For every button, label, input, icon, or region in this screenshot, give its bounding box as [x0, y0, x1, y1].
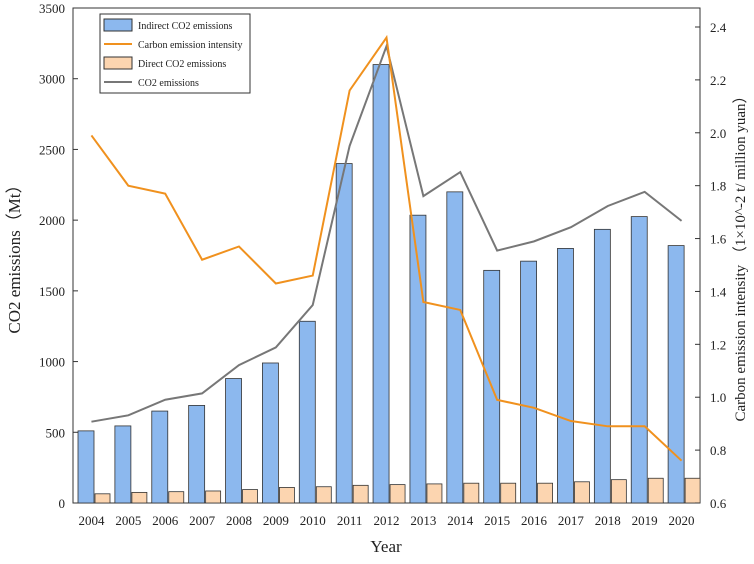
x-tick-label: 2004	[78, 513, 105, 528]
legend: Indirect CO2 emissions Carbon emission i…	[99, 13, 251, 94]
y-axis-title: CO2 emissions（Mt）	[5, 176, 24, 333]
y-right-tick-label: 0.8	[710, 443, 726, 458]
x-tick-label: 2011	[337, 513, 363, 528]
y-tick-label: 2000	[39, 213, 65, 228]
bar-direct-2016	[537, 482, 553, 504]
x-tick-label: 2015	[484, 513, 510, 528]
y-tick-label: 1000	[39, 355, 65, 370]
y-right-tick-label: 1.6	[710, 232, 727, 247]
x-tick-label: 2017	[558, 513, 585, 528]
bar-indirect-2004	[77, 430, 95, 504]
bar-indirect-2016	[520, 260, 537, 504]
y-right-tick-label: 1.4	[710, 284, 727, 299]
bar-indirect-2007	[188, 405, 206, 504]
bar-indirect-2020	[667, 245, 685, 504]
y-right-tick-label: 2.0	[710, 126, 726, 141]
legend-swatch-direct	[103, 56, 133, 70]
bar-indirect-2017	[557, 248, 574, 504]
bar-direct-2008	[242, 489, 258, 504]
bar-direct-2013	[426, 483, 443, 504]
bar-direct-2015	[500, 482, 517, 504]
line-co2-emissions	[91, 42, 683, 423]
legend-label-direct: Direct CO2 emissions	[138, 59, 226, 70]
bar-direct-2006	[168, 491, 185, 504]
y-right-tick-label: 0.6	[710, 496, 727, 511]
bar-direct-2005	[131, 491, 148, 504]
bar-indirect-2009	[262, 362, 279, 504]
y-right-tick-label: 2.2	[710, 73, 726, 88]
x-tick-label: 2010	[300, 513, 326, 528]
bar-direct-2018	[610, 479, 627, 504]
y-right-tick-label: 1.2	[710, 337, 726, 352]
y-tick-label: 3000	[39, 72, 65, 87]
x-tick-label: 2012	[374, 513, 400, 528]
y-right-tick-label: 1.8	[710, 179, 726, 194]
bar-indirect-2011	[335, 163, 353, 504]
x-tick-label: 2009	[263, 513, 289, 528]
bar-direct-2019	[647, 477, 664, 504]
x-tick-label: 2020	[669, 513, 695, 528]
bar-direct-2004	[94, 493, 111, 504]
y-axis-right-title: Carbon emission intensity （1×10^-2 t/ mi…	[732, 89, 749, 422]
y-tick-label: 0	[59, 496, 66, 511]
bar-indirect-2014	[446, 191, 464, 504]
line-carbon-emission-intensity	[90, 34, 683, 462]
x-tick-label: 2007	[189, 513, 216, 528]
x-tick-label: 2014	[447, 513, 474, 528]
y-right-tick-label: 1.0	[710, 390, 726, 405]
legend-swatch-indirect	[103, 18, 133, 32]
x-tick-label: 2018	[595, 513, 621, 528]
bar-direct-2012	[389, 484, 406, 504]
bar-direct-2010	[315, 486, 332, 504]
x-tick-label: 2019	[632, 513, 658, 528]
y-tick-label: 500	[46, 425, 66, 440]
bar-direct-2011	[352, 484, 369, 504]
y-tick-label: 2500	[39, 142, 65, 157]
x-tick-label: 2006	[152, 513, 179, 528]
bar-direct-2020	[684, 477, 701, 504]
bar-indirect-2008	[225, 378, 242, 504]
bar-indirect-2018	[593, 228, 611, 504]
bar-direct-2017	[574, 481, 590, 504]
legend-label-total: CO2 emissions	[138, 78, 199, 89]
x-tick-label: 2005	[115, 513, 141, 528]
bar-indirect-2019	[630, 216, 648, 504]
x-tick-label: 2008	[226, 513, 252, 528]
x-tick-label: 2013	[410, 513, 436, 528]
y-right-tick-label: 2.4	[710, 20, 727, 35]
legend-label-indirect: Indirect CO2 emissions	[138, 21, 233, 32]
bar-indirect-2005	[114, 425, 132, 504]
bar-direct-2009	[279, 487, 295, 504]
bar-indirect-2012	[372, 64, 390, 504]
bar-indirect-2010	[298, 320, 316, 504]
bar-direct-2014	[463, 482, 480, 504]
bar-direct-2007	[205, 490, 222, 504]
legend-label-intensity: Carbon emission intensity	[138, 40, 242, 51]
x-tick-label: 2016	[521, 513, 548, 528]
bar-indirect-2006	[151, 410, 169, 504]
y-tick-label: 3500	[39, 1, 65, 16]
y-tick-label: 1500	[39, 284, 65, 299]
x-axis-title: Year	[370, 537, 402, 556]
